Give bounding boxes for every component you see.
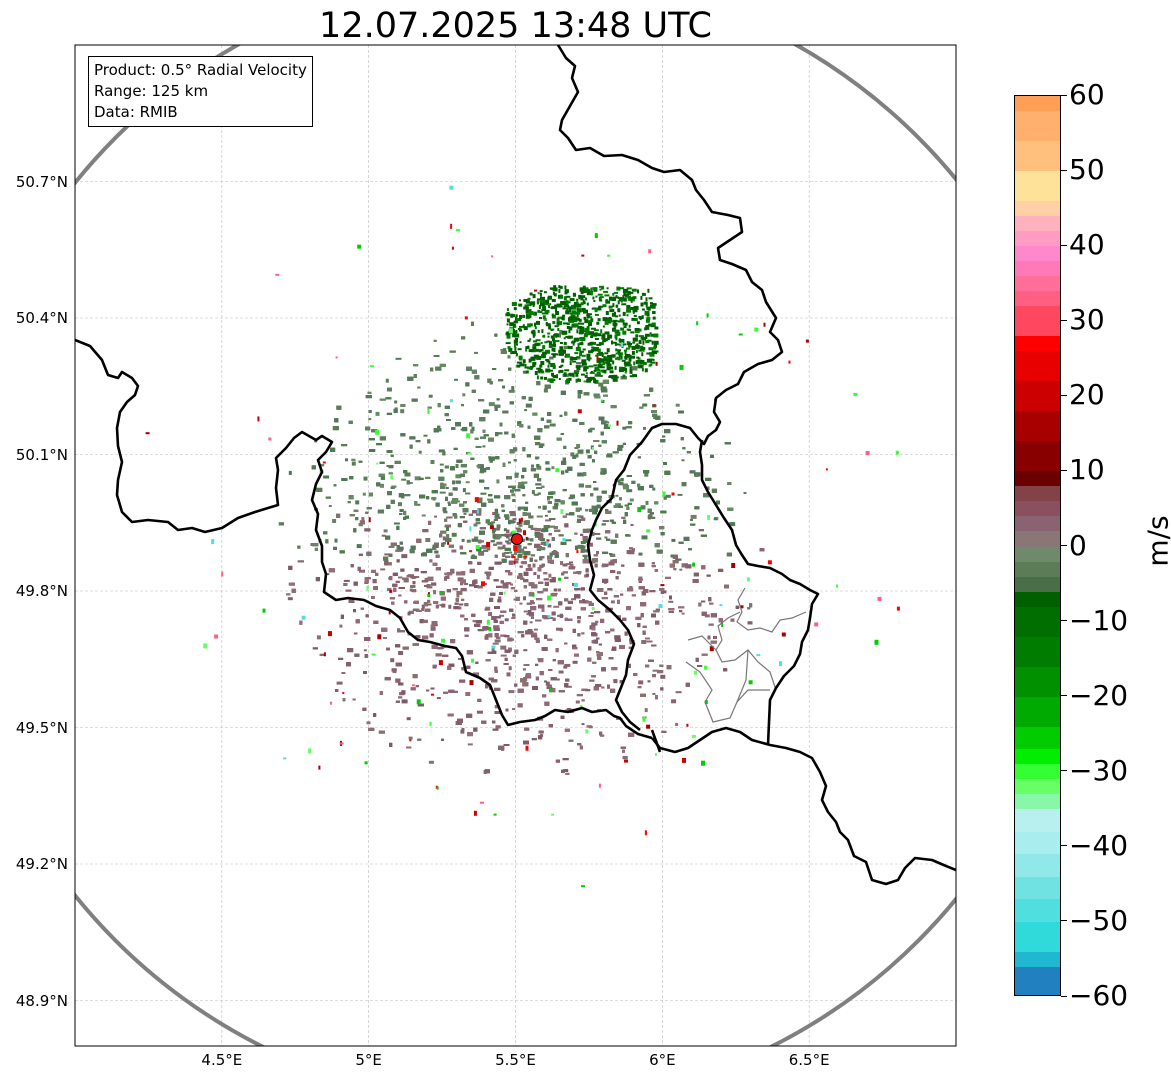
radar-site-marker: [510, 533, 523, 546]
colorbar-tick-mark: [1061, 394, 1067, 396]
latitude-tick-label: 48.9°N: [15, 991, 68, 1010]
gridlines: [75, 45, 956, 1046]
colorbar-segment: [1015, 531, 1060, 548]
longitude-tick-label: 6.5°E: [788, 1051, 830, 1069]
colorbar-segment: [1015, 546, 1060, 563]
colorbar-segment: [1015, 636, 1060, 668]
colorbar-tick-mark: [1061, 319, 1067, 321]
colorbar-segment: [1015, 591, 1060, 608]
colorbar-segment: [1015, 441, 1060, 472]
colorbar-tick-mark: [1061, 94, 1067, 96]
colorbar-segment: [1015, 576, 1060, 593]
colorbar-tick-label: 20: [1069, 378, 1105, 412]
colorbar-segment: [1015, 486, 1060, 503]
latitude-tick-label: 50.7°N: [15, 172, 68, 191]
colorbar-segment: [1015, 111, 1060, 142]
colorbar-segment: [1015, 291, 1060, 307]
longitude-tick-label: 5.5°E: [495, 1051, 536, 1069]
colorbar-segment: [1015, 201, 1060, 217]
colorbar-segment: [1015, 794, 1060, 810]
latitude-tick-label: 50.1°N: [15, 445, 68, 464]
longitude-tick-label: 5°E: [355, 1051, 382, 1069]
colorbar-tick-label: −50: [1069, 903, 1129, 937]
colorbar-tick-label: 10: [1069, 453, 1105, 487]
colorbar-segment: [1015, 749, 1060, 765]
colorbar-segment: [1015, 246, 1060, 262]
colorbar-segment: [1015, 726, 1060, 750]
map-frame: [74, 44, 957, 1047]
colorbar-segment: [1015, 951, 1060, 968]
colorbar-tick-mark: [1061, 995, 1067, 997]
info-product: Product: 0.5° Radial Velocity: [94, 61, 307, 79]
colorbar-tick-mark: [1061, 620, 1067, 622]
colorbar-segment: [1015, 696, 1060, 728]
colorbar-segment: [1015, 381, 1060, 412]
colorbar-segment: [1015, 231, 1060, 247]
colorbar-tick-mark: [1061, 469, 1067, 471]
country-borders: [75, 45, 956, 886]
colorbar-segment: [1015, 809, 1060, 833]
colorbar-tick-label: 30: [1069, 303, 1105, 337]
velocity-echoes: [145, 185, 900, 888]
colorbar-unit: m/s: [1141, 515, 1171, 567]
latitude-tick-label: 49.2°N: [15, 855, 68, 873]
latitude-tick-label: 50.4°N: [15, 309, 68, 327]
latitude-tick-label: 49.5°N: [15, 718, 68, 737]
colorbar-segment: [1015, 351, 1060, 382]
colorbar-segment: [1015, 96, 1060, 112]
colorbar-tick-label: 60: [1069, 78, 1105, 111]
colorbar-segment: [1015, 471, 1060, 488]
colorbar-tick-mark: [1061, 695, 1067, 697]
colorbar-segment: [1015, 411, 1060, 442]
colorbar-tick-mark: [1061, 845, 1067, 847]
colorbar-tick-label: 50: [1069, 153, 1105, 187]
colorbar-segment: [1015, 779, 1060, 795]
colorbar-segment: [1015, 854, 1060, 878]
latitude-tick-label: 49.8°N: [15, 582, 68, 600]
colorbar-tick-label: −60: [1069, 979, 1129, 1012]
colorbar-segment: [1015, 261, 1060, 277]
colorbar-tick-mark: [1061, 244, 1067, 246]
colorbar-segment: [1015, 606, 1060, 638]
colorbar-tick-mark: [1061, 770, 1067, 772]
colorbar-tick-label: −10: [1069, 603, 1129, 637]
colorbar-segment: [1015, 276, 1060, 292]
colorbar-segment: [1015, 666, 1060, 698]
colorbar-segment: [1015, 516, 1060, 533]
colorbar-tick-label: 40: [1069, 228, 1105, 262]
colorbar-segment: [1015, 501, 1060, 518]
colorbar-segment: [1015, 764, 1060, 780]
subregion-boundaries: [685, 587, 807, 723]
colorbar-tick-label: −30: [1069, 753, 1129, 787]
info-data-source: Data: RMIB: [94, 103, 178, 121]
colorbar-segment: [1015, 171, 1060, 202]
colorbar-tick-mark: [1061, 169, 1067, 171]
colorbar-tick-label: 0: [1069, 528, 1087, 562]
map-title: 12.07.2025 13:48 UTC: [319, 6, 712, 46]
longitude-tick-label: 4.5°E: [201, 1051, 243, 1069]
colorbar-tick-mark: [1061, 920, 1067, 922]
colorbar-tick-label: −20: [1069, 678, 1129, 712]
colorbar-tick-label: −40: [1069, 828, 1129, 862]
velocity-colorbar: [1014, 95, 1061, 996]
colorbar-segment: [1015, 336, 1060, 352]
colorbar-tick-mark: [1061, 545, 1067, 546]
longitude-tick-label: 6°E: [649, 1051, 676, 1069]
colorbar-segment: [1015, 216, 1060, 232]
colorbar-segment: [1015, 921, 1060, 953]
colorbar-segment: [1015, 561, 1060, 578]
info-range: Range: 125 km: [94, 82, 209, 100]
colorbar-segment: [1015, 831, 1060, 855]
colorbar-segment: [1015, 966, 1060, 995]
colorbar-segment: [1015, 876, 1060, 900]
product-info-box: Product: 0.5° Radial Velocity Range: 125…: [88, 56, 313, 127]
colorbar-segment: [1015, 899, 1060, 923]
colorbar-segment: [1015, 306, 1060, 337]
colorbar-segment: [1015, 141, 1060, 172]
